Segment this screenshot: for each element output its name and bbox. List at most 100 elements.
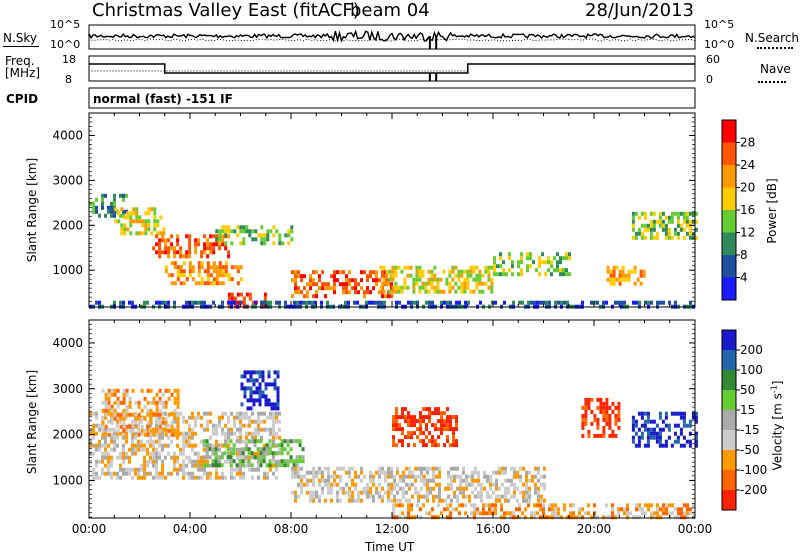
velocity-cell [92, 443, 95, 448]
velocity-cell [468, 482, 471, 487]
power-cell [565, 272, 568, 277]
velocity-cell [104, 435, 107, 440]
velocity-cell [658, 415, 662, 420]
power-cell [345, 278, 348, 283]
velocity-cell [298, 455, 302, 460]
velocity-cell [634, 423, 638, 428]
velocity-cell [264, 394, 268, 399]
power-cell [400, 285, 404, 290]
velocity-cell [312, 474, 315, 479]
velocity-cell [239, 427, 242, 432]
velocity-cell [146, 459, 149, 464]
velocity-cell [107, 388, 111, 393]
velocity-cell [182, 463, 185, 468]
velocity-cell [155, 467, 158, 472]
velocity-cell [301, 447, 305, 452]
power-cell [221, 269, 225, 274]
power-cell [407, 300, 410, 305]
velocity-cell [440, 427, 443, 432]
velocity-cell [452, 427, 455, 432]
velocity-cell [167, 396, 171, 401]
velocity-cell [434, 515, 437, 520]
velocity-cell [289, 439, 293, 444]
velocity-colorbar-swatch [722, 430, 736, 451]
velocity-cell [513, 490, 516, 495]
power-cell [156, 223, 160, 228]
velocity-cell [122, 420, 126, 425]
power-cell [460, 273, 464, 278]
velocity-cell [462, 486, 465, 491]
power-cell [107, 205, 110, 210]
power-cell [618, 273, 622, 278]
velocity-cell [291, 470, 294, 475]
velocity-cell [245, 439, 248, 444]
power-cell [430, 269, 434, 274]
velocity-cell [674, 515, 677, 520]
power-cell [306, 282, 309, 287]
power-cell [153, 219, 157, 224]
power-cell [369, 274, 372, 279]
power-colorbar-tick-label: 24 [740, 158, 755, 172]
velocity-cell [98, 475, 101, 480]
velocity-colorbar-swatch [722, 330, 736, 351]
velocity-cell [569, 503, 572, 508]
power-cell [382, 289, 386, 294]
power-cell [682, 215, 686, 220]
power-cell [463, 289, 467, 294]
power-cell [409, 273, 413, 278]
power-cell [227, 250, 231, 255]
velocity-cell [202, 455, 206, 460]
power-cell [333, 274, 336, 279]
power-cell [315, 282, 318, 287]
velocity-cell [194, 419, 197, 424]
velocity-cell [255, 390, 259, 395]
velocity-cell [258, 390, 262, 395]
power-cell [194, 300, 197, 305]
velocity-cell [107, 443, 110, 448]
velocity-cell [413, 415, 416, 420]
velocity-cell [280, 451, 284, 456]
velocity-cell [694, 415, 698, 420]
velocity-cell [387, 494, 390, 499]
power-cell [120, 227, 124, 232]
velocity-cell [360, 470, 363, 475]
velocity-cell [263, 443, 266, 448]
velocity-cell [235, 463, 239, 468]
velocity-cell [396, 490, 399, 495]
power-cell [272, 241, 276, 246]
power-cell [652, 223, 656, 228]
velocity-cell [318, 478, 321, 483]
power-cell [333, 270, 336, 275]
velocity-cell [495, 494, 498, 499]
velocity-cell [101, 428, 105, 433]
velocity-cell [351, 466, 354, 471]
velocity-cell [176, 420, 180, 425]
power-cell [526, 264, 529, 269]
velocity-cell [297, 494, 300, 499]
velocity-cell [116, 404, 120, 409]
velocity-cell [608, 421, 612, 426]
velocity-cell [390, 482, 393, 487]
power-cell [568, 256, 571, 261]
velocity-cell [101, 455, 104, 460]
power-cell [436, 289, 440, 294]
power-cell [176, 277, 180, 282]
velocity-cell [677, 515, 680, 520]
velocity-cell [676, 411, 680, 416]
velocity-cell [227, 459, 230, 464]
velocity-cell [405, 482, 408, 487]
velocity-cell [179, 447, 182, 452]
velocity-cell [360, 466, 363, 471]
power-cell [454, 265, 458, 270]
velocity-cell [122, 459, 125, 464]
velocity-cell [167, 423, 170, 428]
velocity-cell [408, 486, 411, 491]
power-cell [224, 265, 228, 270]
velocity-cell [480, 482, 483, 487]
velocity-cell [407, 443, 410, 448]
velocity-cell [494, 503, 497, 508]
velocity-cell [395, 415, 398, 420]
power-cell [164, 300, 167, 305]
power-cell [448, 289, 452, 294]
velocity-cell [656, 511, 659, 516]
